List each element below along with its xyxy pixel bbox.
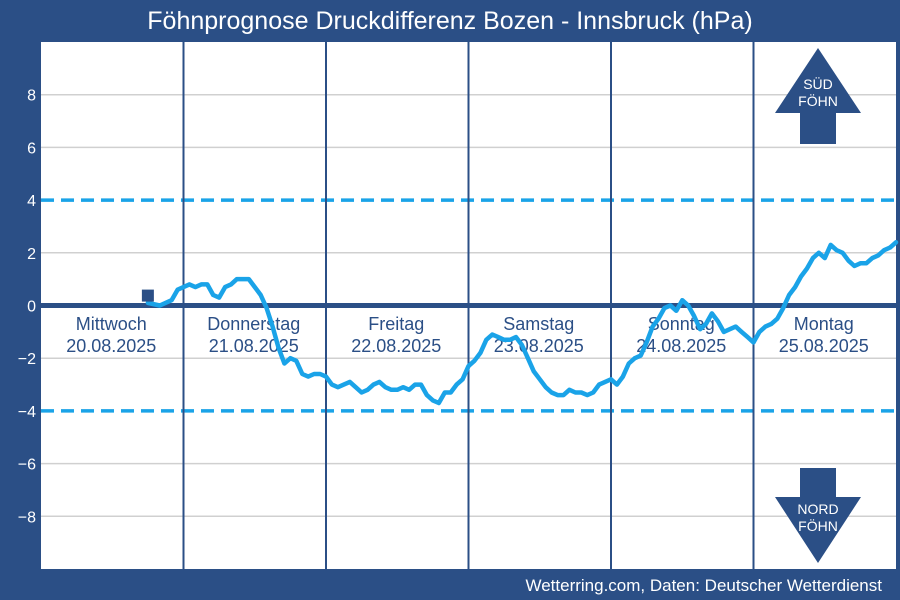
y-tick-label: −2 — [18, 351, 36, 368]
y-tick-label: −8 — [18, 509, 36, 526]
down-arrow-label-line1: NORD — [797, 501, 838, 517]
sued-foehn-arrow-icon: SÜD FÖHN — [775, 48, 861, 144]
day-label-date: 24.08.2025 — [636, 336, 726, 356]
up-arrow-label-line2: FÖHN — [798, 92, 838, 109]
nord-foehn-arrow-icon: NORD FÖHN — [775, 468, 861, 563]
day-label-weekday: Freitag — [368, 314, 424, 334]
y-tick-label: −6 — [18, 457, 36, 474]
day-label-date: 20.08.2025 — [66, 336, 156, 356]
y-tick-label: 0 — [27, 299, 36, 316]
day-label-weekday: Mittwoch — [76, 314, 147, 334]
y-tick-label: 2 — [27, 246, 36, 263]
day-label-date: 25.08.2025 — [779, 336, 869, 356]
y-axis-ticks: −8 −6 −4 −2 0 2 4 6 8 — [18, 88, 36, 527]
day-label-date: 21.08.2025 — [209, 336, 299, 356]
day-label-weekday: Montag — [794, 314, 854, 334]
forecast-start-marker — [141, 289, 154, 302]
up-arrow-label-line1: SÜD — [803, 75, 833, 92]
source-credit: Wetterring.com, Daten: Deutscher Wetterd… — [525, 576, 882, 595]
y-tick-label: 4 — [27, 193, 36, 210]
chart-title: Föhnprognose Druckdifferenz Bozen - Inns… — [147, 7, 753, 35]
down-arrow-label-line2: FÖHN — [798, 517, 838, 534]
y-tick-label: −4 — [18, 404, 36, 421]
y-tick-label: 6 — [27, 140, 36, 157]
y-tick-label: 8 — [27, 88, 36, 105]
day-label-weekday: Donnerstag — [207, 314, 300, 334]
day-label-date: 22.08.2025 — [351, 336, 441, 356]
day-label-weekday: Samstag — [503, 314, 574, 334]
series-line — [145, 240, 899, 406]
